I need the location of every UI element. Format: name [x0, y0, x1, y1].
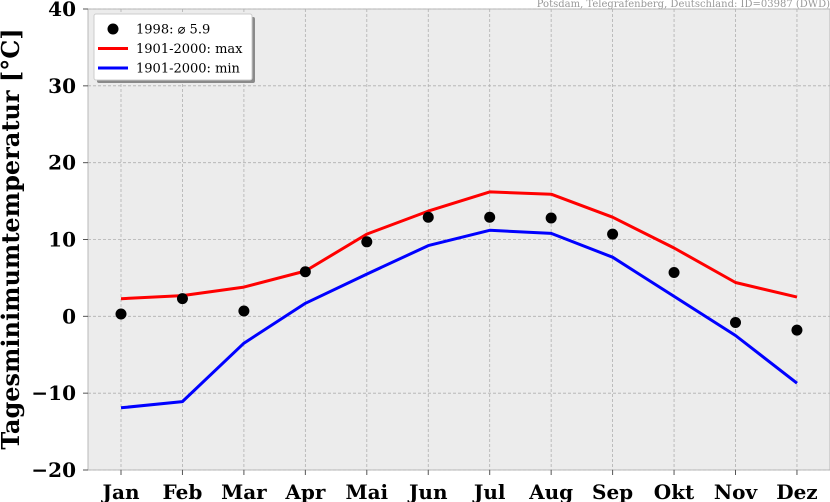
y-tick-label: −10	[31, 381, 76, 405]
axes: −20 −10 0 10 20 30 40 Jan Feb Mar Apr Mai Jun Jul Aug S…	[31, 0, 817, 502]
data-point	[299, 266, 311, 278]
x-tick-label: Okt	[654, 480, 695, 502]
data-point	[115, 308, 127, 320]
data-point	[730, 316, 741, 328]
legend-label: 1901-2000: min	[136, 62, 241, 77]
y-tick-label: 10	[48, 228, 76, 252]
y-tick-label: 40	[48, 0, 76, 21]
grid	[88, 8, 830, 471]
x-tick-label: Apr	[284, 480, 326, 502]
data-point	[422, 211, 434, 223]
y-tick-label: 30	[48, 74, 76, 98]
y-axis-label: Tagesminimumtemperatur [°C]	[0, 28, 25, 449]
legend-box	[93, 13, 253, 81]
data-point	[607, 228, 619, 240]
x-tick-label: Nov	[714, 480, 759, 502]
series-line	[120, 228, 798, 410]
x-tick-label: Jul	[472, 480, 506, 502]
data-point	[176, 293, 188, 305]
legend-label: 1901-2000: max	[136, 42, 243, 57]
x-tick-label: Jun	[407, 480, 448, 502]
data-point	[791, 324, 803, 336]
x-tick-label: Sep	[592, 480, 633, 502]
x-tick-label: Dez	[776, 480, 817, 502]
series-layer	[115, 190, 803, 410]
data-point	[238, 305, 250, 317]
data-point	[484, 211, 496, 223]
source-note: Potsdam, Telegrafenberg, Deutschland: ID…	[537, 0, 830, 10]
legend: 1998: ⌀ 5.9 1901-2000: max 1901-2000: min	[93, 13, 255, 83]
x-tick-label: Aug	[528, 480, 573, 502]
x-tick-label: Mar	[221, 480, 267, 502]
legend-marker	[107, 23, 119, 35]
y-tick-label: −20	[31, 458, 76, 482]
x-tick-label: Jan	[101, 480, 140, 502]
data-point	[361, 236, 373, 248]
legend-label: 1998: ⌀ 5.9	[136, 23, 210, 38]
data-point	[545, 212, 557, 224]
data-point	[668, 267, 680, 279]
y-tick-label: 20	[48, 151, 76, 175]
x-tick-label: Mai	[345, 480, 388, 502]
y-tick-label: 0	[62, 304, 76, 328]
x-tick-label: Feb	[163, 480, 203, 502]
series-line	[120, 190, 798, 301]
